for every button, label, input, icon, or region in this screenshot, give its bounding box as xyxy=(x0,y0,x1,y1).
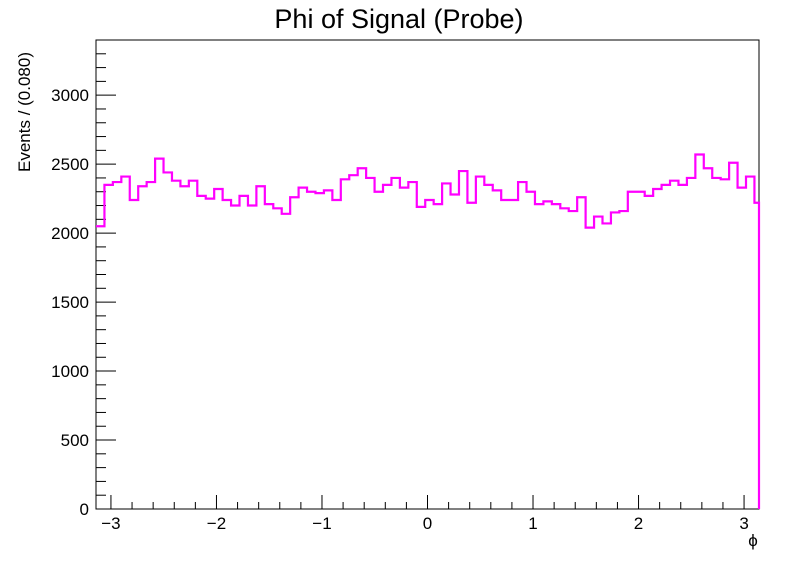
x-tick-label: −1 xyxy=(312,514,331,533)
x-axis-label: ϕ xyxy=(748,531,758,550)
y-axis-tick-labels: 0 500 1000 1500 2000 2500 3000 xyxy=(51,86,89,519)
x-axis-tick-labels: −3 −2 −1 0 1 2 3 xyxy=(101,514,749,533)
y-tick-label: 0 xyxy=(80,500,89,519)
plot-frame xyxy=(95,39,760,510)
y-tick-label: 2500 xyxy=(51,155,89,174)
x-axis-ticks xyxy=(110,495,745,509)
y-tick-label: 1500 xyxy=(51,293,89,312)
y-axis-label: Events / (0.080) xyxy=(15,52,34,172)
y-tick-label: 2000 xyxy=(51,224,89,243)
x-tick-label: −2 xyxy=(207,514,226,533)
y-tick-label: 3000 xyxy=(51,86,89,105)
x-tick-label: 3 xyxy=(739,514,748,533)
x-tick-label: 1 xyxy=(528,514,537,533)
chart-title: Phi of Signal (Probe) xyxy=(274,4,523,34)
histogram-series-line xyxy=(96,153,761,509)
y-axis-ticks xyxy=(96,39,116,510)
x-tick-label: 2 xyxy=(634,514,643,533)
x-tick-label: 0 xyxy=(423,514,432,533)
y-tick-label: 1000 xyxy=(51,362,89,381)
y-tick-label: 500 xyxy=(61,431,89,450)
x-tick-label: −3 xyxy=(101,514,120,533)
